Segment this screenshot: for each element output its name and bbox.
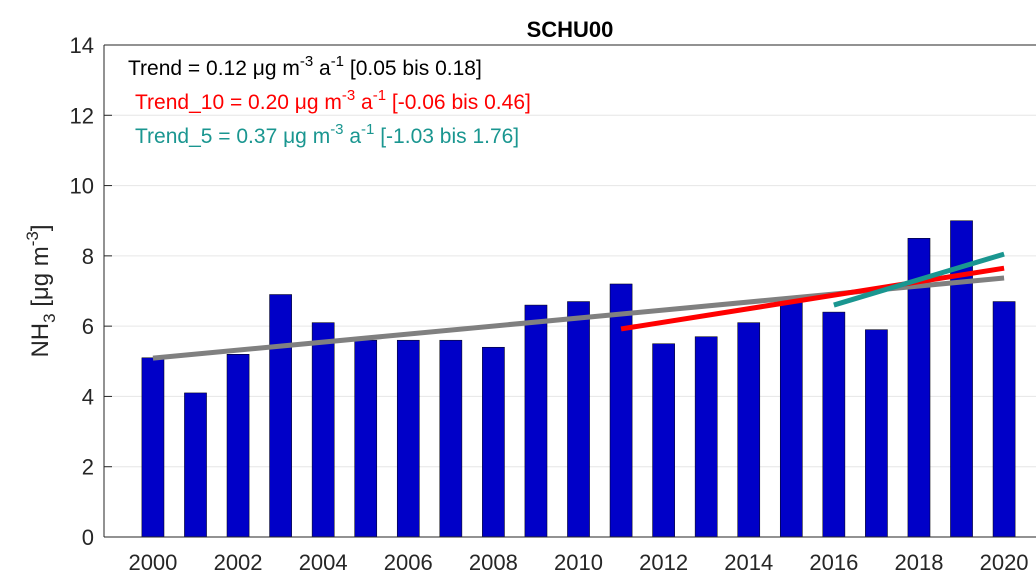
- x-tick-label: 2004: [299, 550, 348, 573]
- bar: [992, 301, 1016, 538]
- y-tick-label: 0: [82, 525, 94, 550]
- annotation-part: [0.05 bis 0.18]: [344, 57, 482, 80]
- trend-line: [833, 251, 1005, 308]
- chart-title: SCHU00: [527, 17, 614, 42]
- bar: [439, 339, 463, 538]
- y-tick-label: 2: [82, 455, 94, 480]
- bar: [354, 339, 378, 538]
- y-label-part: -3: [23, 231, 42, 246]
- x-tick-label: 2012: [639, 550, 688, 573]
- annotation-part: -3: [300, 53, 313, 70]
- bar: [524, 304, 548, 538]
- x-tick-label: 2020: [980, 550, 1029, 573]
- bar: [737, 322, 761, 538]
- y-tick-label: 14: [70, 33, 94, 58]
- y-tick-label: 10: [70, 174, 94, 199]
- y-tick-label: 6: [82, 314, 94, 339]
- y-label-part: 3: [40, 313, 59, 322]
- bar: [311, 322, 335, 538]
- x-tick-label: 2008: [469, 550, 518, 573]
- annotation: Trend_10 = 0.20 μg m-3 a-1 [-0.06 bis 0.…: [135, 87, 531, 114]
- bar: [865, 329, 888, 538]
- bar: [482, 346, 505, 538]
- y-tick-label: 8: [82, 244, 94, 269]
- bar: [779, 301, 803, 538]
- y-axis-label: NH3 [μg m-3]: [23, 224, 59, 357]
- bar: [822, 311, 846, 538]
- annotation-part: Trend_5 = 0.37 μg m: [135, 125, 330, 148]
- bar: [567, 301, 590, 538]
- bar: [694, 336, 718, 538]
- annotation-part: Trend = 0.12 μg m: [128, 57, 300, 80]
- annotation-part: a: [313, 57, 331, 80]
- y-label-part: NH: [27, 323, 54, 358]
- y-tick-label: 4: [82, 384, 94, 409]
- bar: [652, 343, 675, 538]
- bar: [184, 392, 207, 538]
- annotation-part: -1: [361, 121, 374, 138]
- y-tick-label: 12: [70, 103, 94, 128]
- annotation-part: [-0.06 bis 0.46]: [386, 91, 531, 114]
- annotation: Trend_5 = 0.37 μg m-3 a-1 [-1.03 bis 1.7…: [135, 121, 519, 148]
- annotation-part: [-1.03 bis 1.76]: [374, 125, 519, 148]
- bar: [269, 294, 292, 538]
- x-tick-label: 2018: [894, 550, 943, 573]
- y-label-part: ]: [27, 224, 54, 231]
- annotation-part: -3: [330, 121, 343, 138]
- annotation-part: a: [344, 125, 362, 148]
- x-tick-label: 2000: [128, 550, 177, 573]
- x-tick-label: 2010: [554, 550, 603, 573]
- annotation-part: -1: [373, 87, 386, 104]
- annotation-part: -1: [331, 53, 344, 70]
- x-tick-label: 2002: [214, 550, 263, 573]
- x-tick-label: 2006: [384, 550, 433, 573]
- x-tick-label: 2016: [809, 550, 858, 573]
- annotation-part: -3: [342, 87, 355, 104]
- annotation-part: Trend_10 = 0.20 μg m: [135, 91, 342, 114]
- y-label-part: [μg m: [27, 246, 54, 313]
- bar: [226, 354, 250, 538]
- annotation-part: a: [355, 91, 373, 114]
- bar: [396, 339, 420, 538]
- bar: [609, 283, 633, 538]
- annotation: Trend = 0.12 μg m-3 a-1 [0.05 bis 0.18]: [128, 53, 482, 80]
- trend-line: [620, 265, 1005, 332]
- x-tick-label: 2014: [724, 550, 773, 573]
- bar: [141, 357, 165, 538]
